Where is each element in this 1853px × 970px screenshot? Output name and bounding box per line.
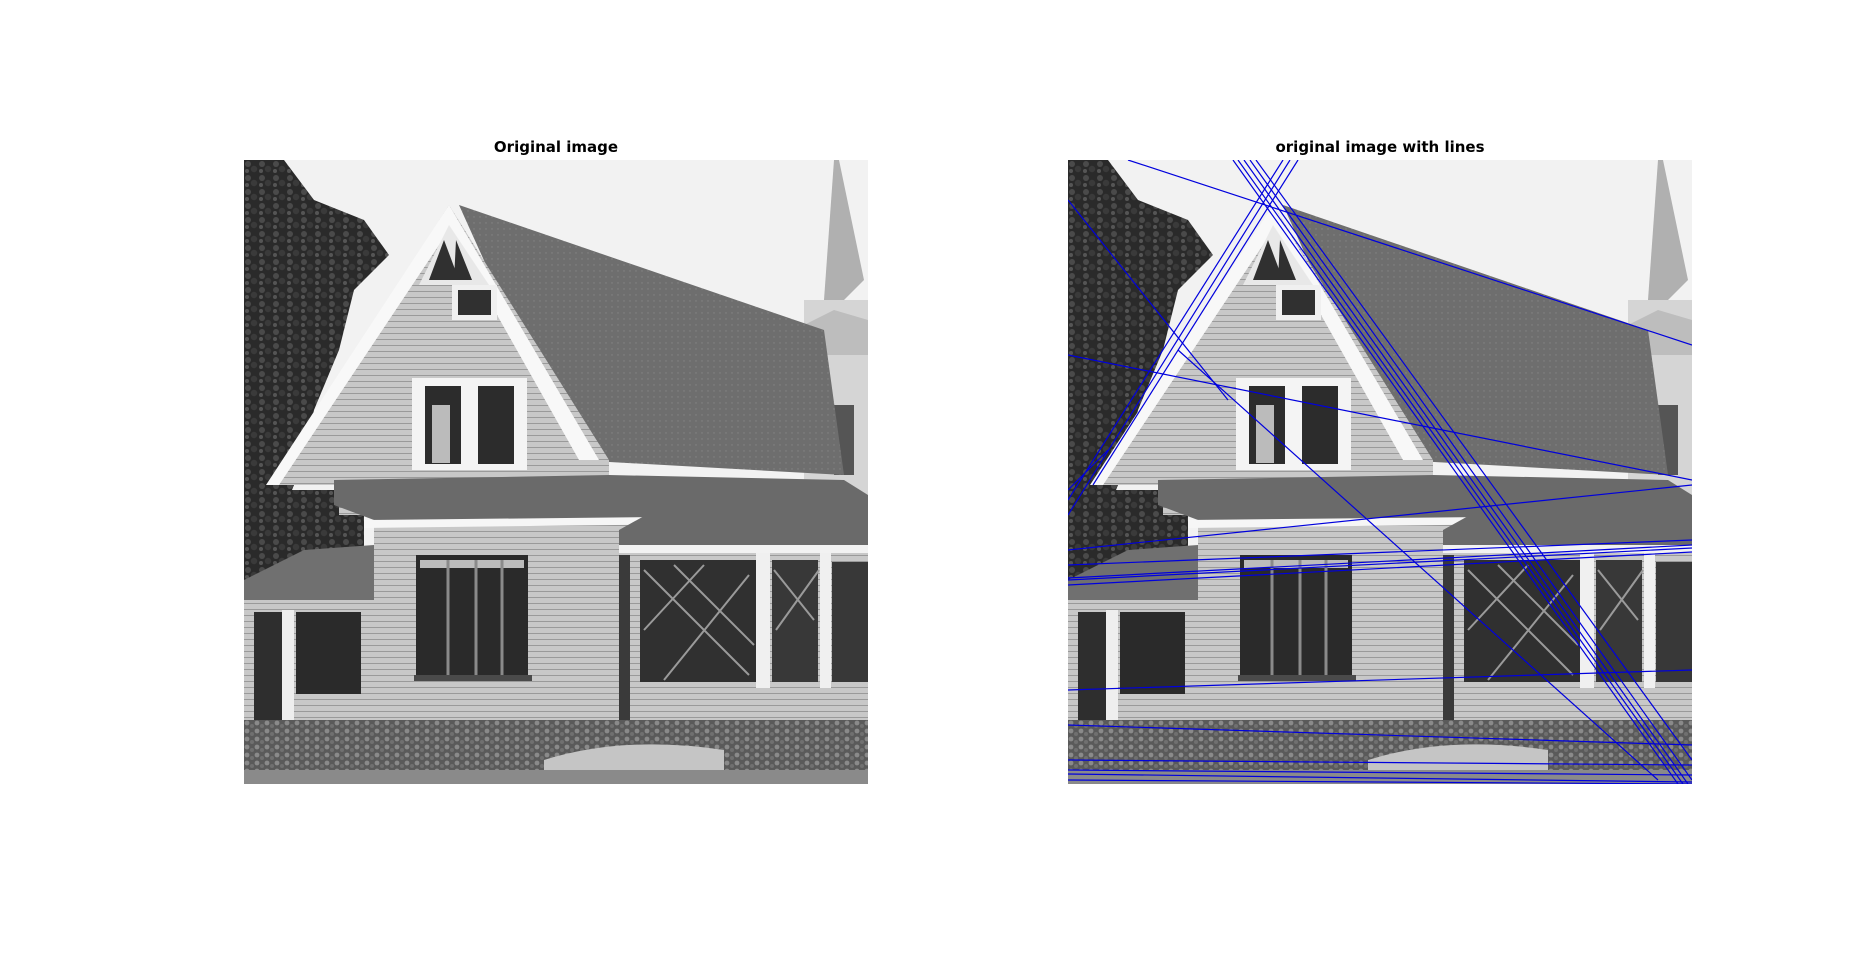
image-with-lines	[1068, 160, 1692, 784]
right-panel-title: original image with lines	[1275, 138, 1485, 156]
lines-image-axes	[1068, 160, 1692, 784]
left-panel-title: Original image	[493, 138, 619, 156]
original-image	[244, 160, 868, 784]
original-image-axes	[244, 160, 868, 784]
detected-lines	[1068, 160, 1692, 784]
